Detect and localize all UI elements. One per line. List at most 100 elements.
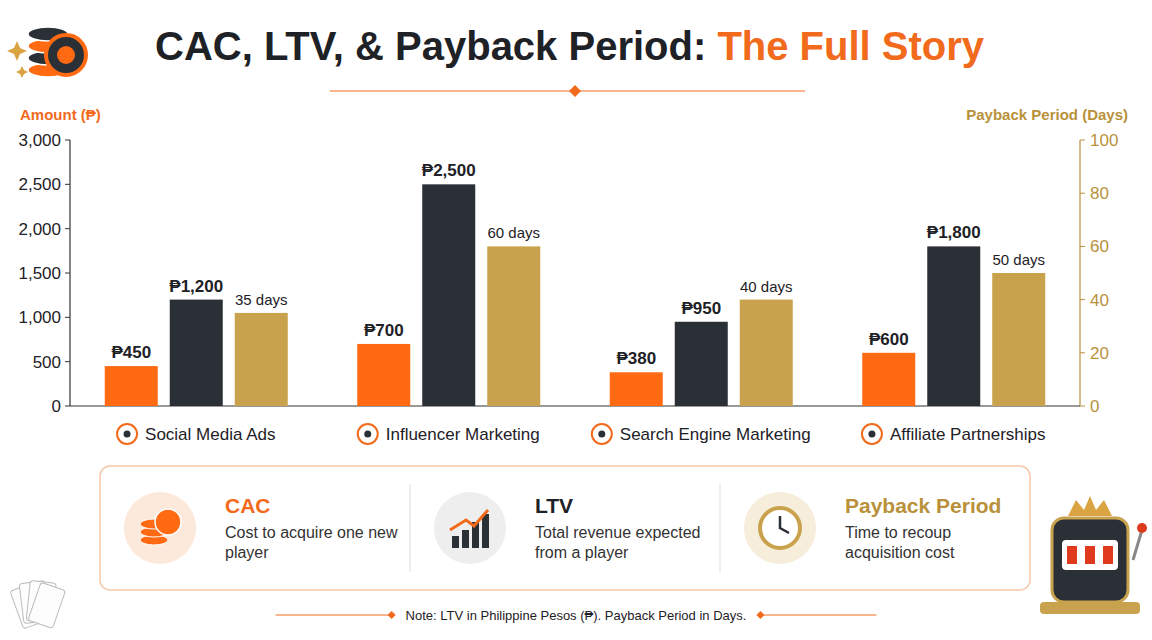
y2-axis-title: Payback Period (Days) <box>966 106 1128 123</box>
note-rule <box>276 615 392 616</box>
note-diamond <box>388 611 396 619</box>
legend-icon-bg <box>434 492 506 564</box>
data-label: ₱1,200 <box>169 277 223 296</box>
slot-crown <box>1068 496 1112 516</box>
y-tick <box>65 140 70 141</box>
cards-icon <box>10 581 66 629</box>
y-tick <box>65 317 70 318</box>
data-label: ₱450 <box>111 343 151 362</box>
divider-diamond <box>569 85 581 97</box>
legend-box <box>100 466 1030 590</box>
bar <box>422 184 475 406</box>
y-tick-label: 2,500 <box>18 175 61 194</box>
x-tick-label: Social Media Ads <box>145 425 275 444</box>
legend-icon <box>155 509 181 535</box>
legend-label: CAC <box>225 494 271 517</box>
y2-tick <box>1080 352 1085 353</box>
x-tick-label: Affiliate Partnerships <box>890 425 1046 444</box>
y2-tick-label: 20 <box>1090 344 1109 363</box>
legend-icon-bg <box>744 492 816 564</box>
legend-description: Total revenue expectedfrom a player <box>535 524 700 561</box>
category-icon <box>592 424 612 444</box>
slot-reel <box>1067 546 1077 564</box>
legend-icon <box>462 530 469 548</box>
legend-description: Cost to acquire one new player <box>225 524 398 561</box>
category-icon <box>124 431 131 438</box>
category-icon <box>868 431 875 438</box>
legend-icon <box>452 536 459 548</box>
data-label: 35 days <box>235 291 288 308</box>
y2-tick-label: 80 <box>1090 184 1109 203</box>
y2-tick <box>1080 193 1085 194</box>
sparkle <box>7 41 27 61</box>
bars <box>105 184 1046 406</box>
y-tick <box>65 184 70 185</box>
slot-machine <box>1040 496 1147 614</box>
legend-divider <box>410 484 411 572</box>
category-icon <box>117 424 137 444</box>
slot-lever-knob <box>1137 523 1147 533</box>
bar <box>740 300 793 406</box>
data-label: ₱950 <box>681 299 721 318</box>
legend-description: Time to recoup acquisition cost <box>845 524 955 561</box>
y2-tick-label: 40 <box>1090 291 1109 310</box>
divider <box>330 91 805 92</box>
category-icon <box>358 424 378 444</box>
note-rule <box>760 615 876 616</box>
y2-tick <box>1080 140 1085 141</box>
y-axis-title: Amount (₱) <box>20 106 101 123</box>
data-label: ₱1,800 <box>927 223 981 242</box>
category-icon <box>364 431 371 438</box>
legend-description-line: player <box>225 544 269 561</box>
category-icon <box>862 424 882 444</box>
slot-window <box>1062 540 1118 570</box>
y-tick <box>65 273 70 274</box>
y-tick-label: 3,000 <box>18 131 61 150</box>
slot-base <box>1040 602 1140 614</box>
chart: CAC, LTV, & Payback Period: The Full Sto… <box>0 0 1152 640</box>
bar <box>927 246 980 406</box>
y2-tick-label: 0 <box>1090 397 1099 416</box>
slot-reel <box>1085 546 1095 564</box>
bar <box>357 344 410 406</box>
y2-axis-line <box>1079 140 1080 406</box>
y-tick-label: 500 <box>33 353 61 372</box>
title: CAC, LTV, & Payback Period: The Full Sto… <box>155 24 985 68</box>
legend-description-line: acquisition cost <box>845 544 955 561</box>
y2-tick <box>1080 406 1085 407</box>
legend-icon <box>450 510 488 530</box>
y2-tick-label: 100 <box>1090 131 1118 150</box>
legend-description-line: Cost to acquire one new <box>225 524 398 541</box>
legend-description-line: Time to recoup <box>845 524 951 541</box>
legend-description-line: Total revenue expected <box>535 524 700 541</box>
sparkle <box>16 66 28 78</box>
data-label: ₱380 <box>616 349 656 368</box>
legend-icon <box>780 516 789 533</box>
legend-icon <box>482 514 489 548</box>
title-part: The Full Story <box>706 24 985 68</box>
note: Note: LTV in Philippine Pesos (₱). Payba… <box>406 608 747 623</box>
bar <box>862 353 915 406</box>
y2-tick-label: 60 <box>1090 237 1109 256</box>
legend-icon <box>760 508 800 548</box>
legend-label: LTV <box>535 494 573 517</box>
note-diamond <box>756 611 764 619</box>
slot-body <box>1052 518 1128 602</box>
data-label: ₱600 <box>869 330 909 349</box>
legend: CAC Cost to acquire one new player LTV Total… <box>100 466 1030 590</box>
legend-label: Payback Period <box>845 494 1001 517</box>
bar <box>992 273 1045 406</box>
data-label: ₱700 <box>364 321 404 340</box>
y-tick <box>65 406 70 407</box>
bar <box>675 322 728 406</box>
slot-reel <box>1103 546 1113 564</box>
y2-tick <box>1080 246 1085 247</box>
chip <box>57 46 75 64</box>
y2-tick <box>1080 299 1085 300</box>
bar <box>235 313 288 406</box>
x-tick-label: Search Engine Marketing <box>620 425 811 444</box>
chip <box>46 35 86 75</box>
y-tick <box>65 228 70 229</box>
y-tick-label: 2,000 <box>18 220 61 239</box>
legend-divider <box>720 484 721 572</box>
